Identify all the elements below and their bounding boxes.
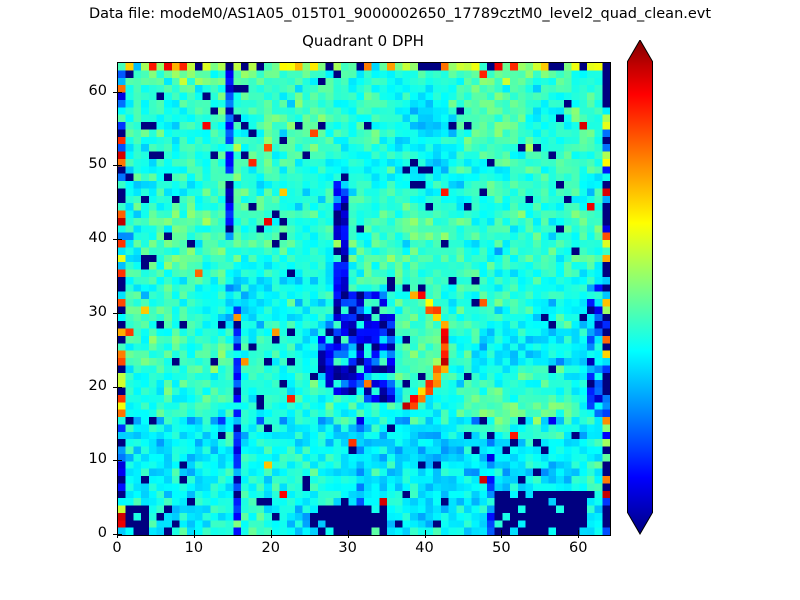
y-tick-mark-inner bbox=[118, 460, 122, 462]
x-tick-mark-inner bbox=[117, 530, 118, 534]
y-tick-mark bbox=[113, 91, 117, 93]
y-tick-label: 10 bbox=[88, 451, 107, 468]
y-tick-label: 20 bbox=[88, 377, 107, 394]
y-tick-mark-inner bbox=[118, 239, 122, 240]
y-tick-mark-inner bbox=[118, 91, 122, 93]
x-tick-mark bbox=[347, 534, 349, 538]
x-tick-mark bbox=[424, 534, 426, 538]
x-tick-mark-inner bbox=[424, 530, 426, 534]
x-tick-mark-inner bbox=[347, 530, 349, 534]
colorbar-gradient bbox=[627, 40, 653, 535]
x-tick-mark-inner bbox=[501, 530, 503, 534]
x-tick-label: 50 bbox=[492, 540, 511, 556]
y-tick-mark-inner bbox=[118, 165, 122, 167]
x-tick-label: 40 bbox=[415, 540, 434, 556]
x-tick-mark bbox=[270, 534, 272, 538]
colorbar[interactable]: 050100150200250300350400 bbox=[627, 40, 653, 556]
x-tick-label: 0 bbox=[112, 540, 122, 556]
x-tick-mark-inner bbox=[270, 530, 272, 534]
x-tick-mark-inner bbox=[578, 530, 580, 534]
x-tick-mark bbox=[117, 534, 118, 538]
y-tick-label: 40 bbox=[88, 230, 107, 246]
y-tick-mark-inner bbox=[118, 534, 122, 535]
x-tick-label: 30 bbox=[338, 540, 357, 556]
y-tick-label: 30 bbox=[88, 303, 107, 320]
heatmap-image[interactable] bbox=[118, 63, 610, 535]
y-tick-mark-inner bbox=[118, 386, 122, 388]
x-tick-mark bbox=[578, 534, 580, 538]
x-tick-mark bbox=[193, 534, 195, 538]
x-tick-mark-inner bbox=[193, 530, 195, 534]
y-tick-mark bbox=[113, 165, 117, 167]
x-tick-label: 60 bbox=[569, 540, 588, 556]
y-tick-label: 60 bbox=[88, 82, 107, 99]
heatmap-axes[interactable] bbox=[117, 62, 611, 536]
y-tick-mark bbox=[113, 239, 117, 240]
axes-title: Quadrant 0 DPH bbox=[302, 32, 424, 50]
y-tick-label: 50 bbox=[88, 156, 107, 173]
x-tick-label: 10 bbox=[184, 540, 204, 556]
y-tick-mark bbox=[113, 534, 117, 535]
y-tick-mark bbox=[113, 460, 117, 462]
y-tick-mark bbox=[113, 386, 117, 388]
figure-suptitle: Data file: modeM0/AS1A05_015T01_90000026… bbox=[88, 6, 712, 22]
y-tick-mark bbox=[113, 312, 117, 314]
y-tick-mark-inner bbox=[118, 312, 122, 314]
x-tick-label: 20 bbox=[261, 540, 280, 556]
y-tick-label: 0 bbox=[97, 525, 107, 541]
x-tick-mark bbox=[501, 534, 503, 538]
